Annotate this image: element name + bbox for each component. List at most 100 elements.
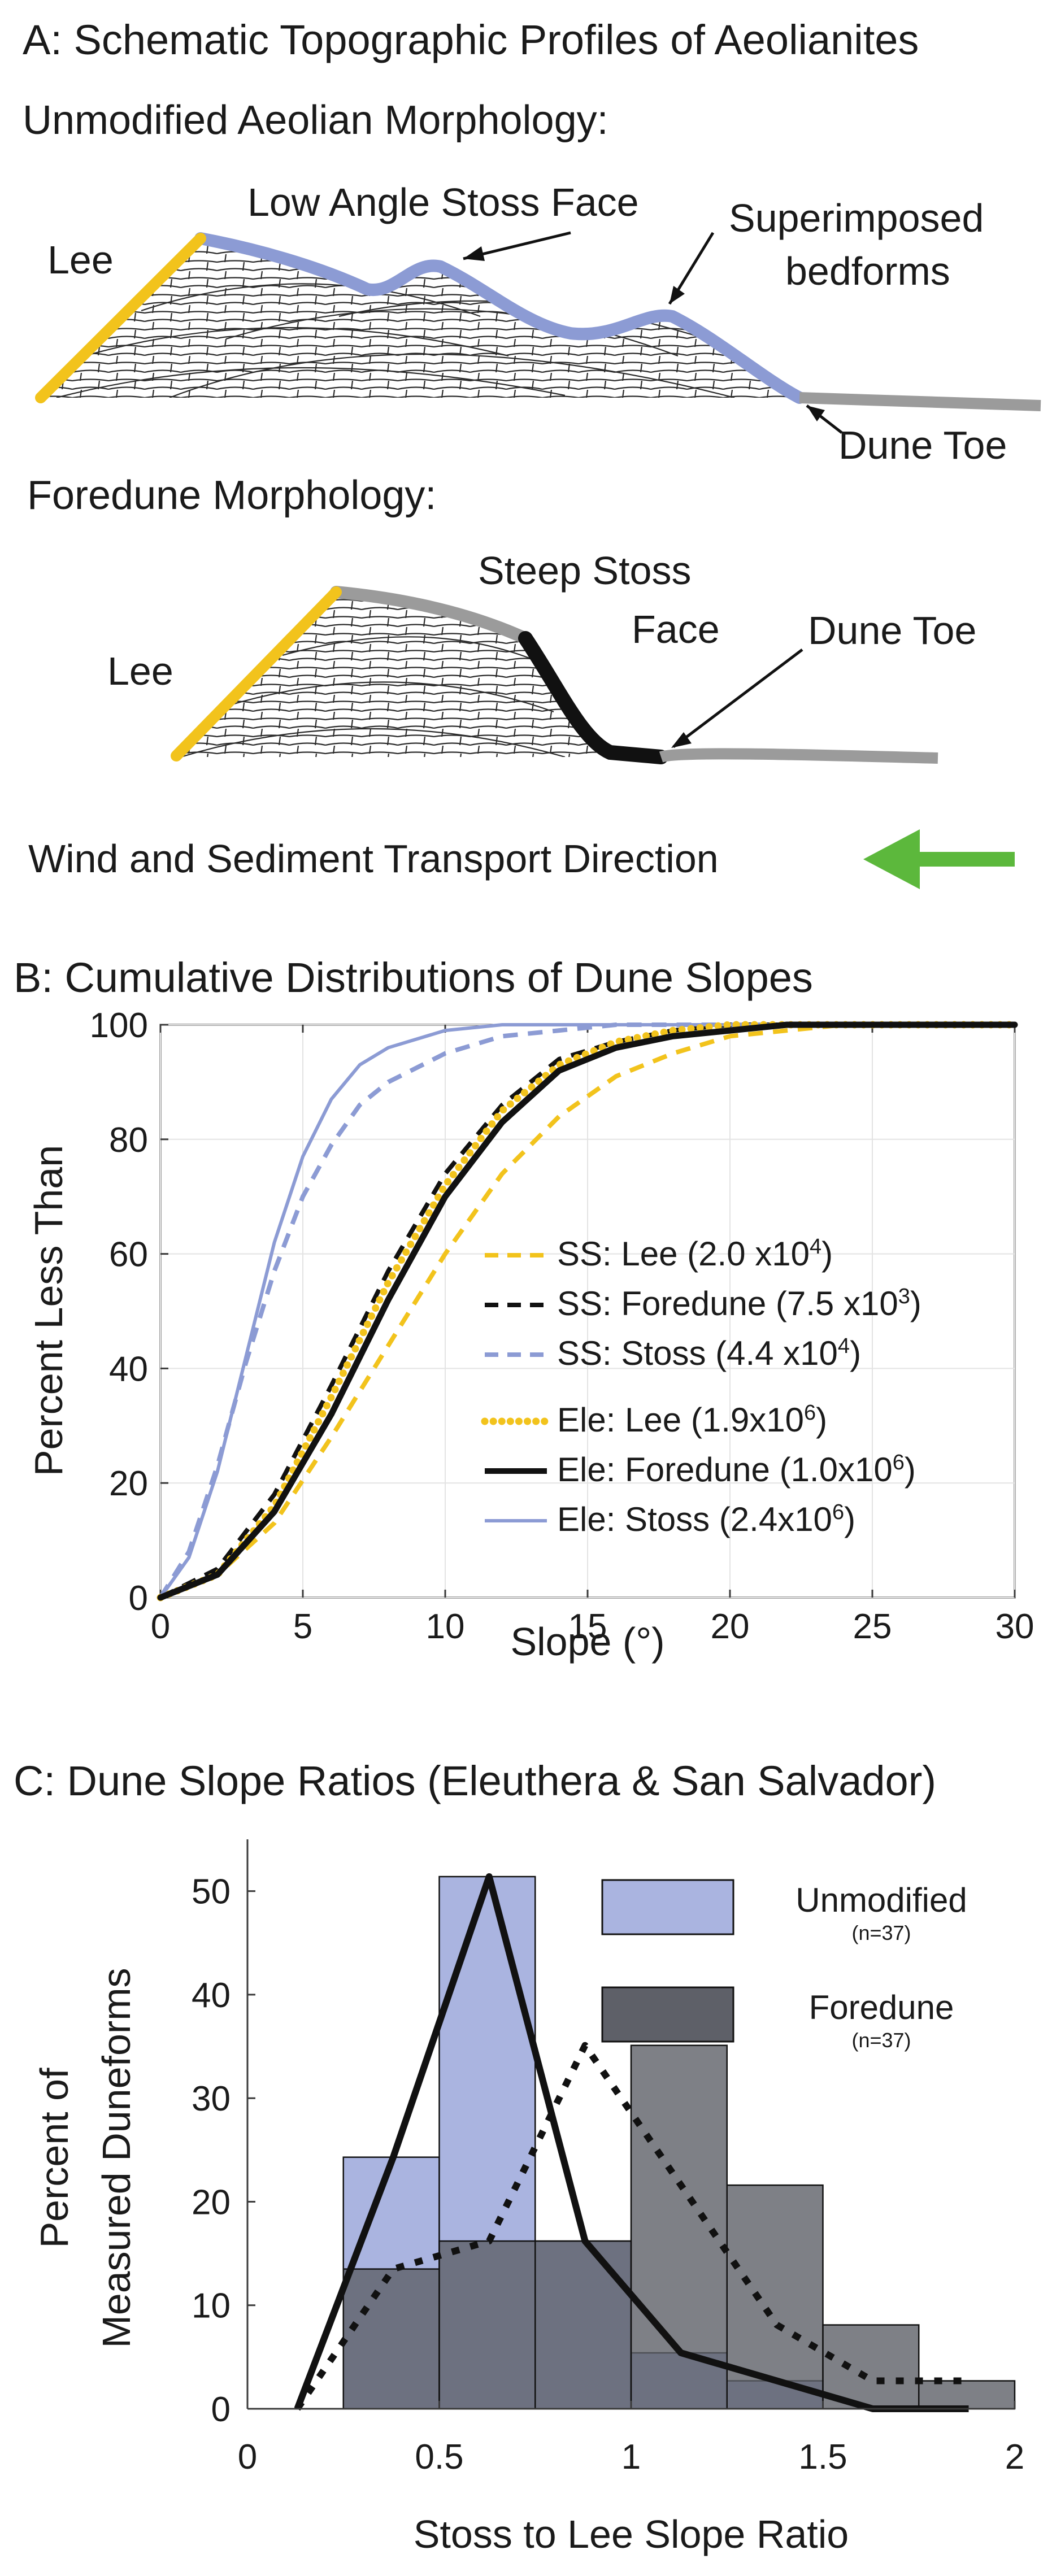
legend-paren-open: ( [678, 1235, 699, 1273]
chart-c-ytick-label: 0 [211, 2390, 231, 2429]
chart-c-xtick-label: 1 [621, 2438, 641, 2477]
chart-b-xtick-label: 20 [711, 1607, 750, 1646]
unmodified-toe-line [799, 392, 1041, 411]
legend-count-mantissa: 1.9x10 [702, 1401, 804, 1439]
legend-count-mantissa: 1.0x10 [791, 1451, 893, 1489]
chart-c-bar-foredune [342, 2268, 440, 2410]
chart-c-legend-swatch-unmodified [601, 1879, 734, 1935]
legend-paren-close: ) [821, 1235, 833, 1273]
legend-count-exponent: 3 [898, 1285, 910, 1308]
legend-paren-open: ( [766, 1285, 787, 1322]
legend-paren-open: ( [681, 1401, 702, 1439]
foredune-stoss-face [518, 631, 668, 764]
chart-c-legend-label: Unmodified [795, 1881, 967, 1919]
legend-paren-close: ) [850, 1334, 861, 1372]
chart-c-ytick-label: 50 [192, 1873, 231, 1912]
chart-b-series-ss-stoss [158, 1022, 1015, 1599]
legend-count-exponent: 4 [810, 1235, 821, 1259]
legend-paren-close: ) [816, 1401, 827, 1439]
chart-c-legend-label: Foredune [809, 1988, 954, 2026]
left-arrow-icon [863, 829, 1015, 889]
unmodified-stoss-label: Low Angle Stoss Face [247, 180, 639, 224]
legend-count-exponent: 6 [804, 1401, 816, 1425]
chart-c-ytick-label: 20 [192, 2183, 231, 2222]
chart-b-xtick-label: 15 [568, 1607, 607, 1646]
foredune-crest-gray [330, 586, 532, 645]
chart-b-xtick-label: 10 [426, 1607, 465, 1646]
chart-c-xtick-label: 0 [238, 2438, 257, 2477]
chart-b-legend-label: Ele: Foredune (1.0x106) [557, 1451, 916, 1489]
chart-c-bar-foredune [438, 2240, 536, 2410]
chart-b-ytick-label: 100 [90, 1006, 148, 1045]
legend-series-name: SS: Stoss [557, 1334, 706, 1372]
slope-cdf-chart: 0 5 10 15 20 25 30 0 20 40 60 80 100 SS: Lee (2.0 x1… [27, 1006, 1034, 1664]
chart-b-legend-label: SS: Stoss (4.4 x104) [557, 1334, 861, 1372]
bedforms-label-line2: bedforms [785, 249, 950, 293]
wind-direction-label: Wind and Sediment Transport Direction [28, 837, 719, 881]
foredune-lee-face [171, 586, 342, 762]
chart-c-xtick-label: 2 [1005, 2438, 1024, 2477]
chart-b-series-ele-foredune [157, 1021, 1018, 1601]
foredune-toe-label: Dune Toe [808, 608, 977, 652]
unmodified-lee-face [35, 233, 206, 403]
chart-c-bar-foredune [534, 2240, 632, 2410]
chart-b-ytick-label: 40 [109, 1350, 148, 1389]
chart-b-ytick-label: 80 [109, 1121, 148, 1160]
foredune-profile-diagram [171, 586, 938, 764]
legend-series-name: Ele: Lee [557, 1401, 681, 1439]
chart-b-series-ele-stoss [159, 1023, 1016, 1599]
panel-a-title: A: Schematic Topographic Profiles of Aeo… [23, 16, 919, 63]
chart-b-legend-label: SS: Foredune (7.5 x103) [557, 1285, 921, 1322]
chart-c-ylabel-line2: Measured Duneforms [94, 1968, 138, 2348]
unmodified-profile-diagram [35, 231, 1041, 434]
legend-paren-open: ( [770, 1451, 791, 1489]
chart-c-legend-count: (n=37) [851, 1921, 911, 1944]
steep-stoss-label-line2: Face [632, 607, 720, 651]
legend-series-name: SS: Lee [557, 1235, 678, 1273]
unmodified-lee-label: Lee [47, 238, 114, 282]
foredune-heading: Foredune Morphology: [27, 473, 437, 518]
bedforms-label-line1: Superimposed [729, 196, 984, 240]
chart-b-xtick-label: 5 [293, 1607, 312, 1646]
chart-c-xlabel: Stoss to Lee Slope Ratio [414, 2512, 849, 2556]
chart-c-bar-foredune [918, 2380, 1016, 2410]
legend-paren-close: ) [910, 1285, 921, 1322]
chart-b-xlabel: Slope (°) [510, 1620, 664, 1664]
chart-c-legend-swatch-foredune [601, 1986, 734, 2043]
legend-paren-open: ( [706, 1334, 727, 1372]
chart-b-xtick-label: 30 [996, 1607, 1034, 1646]
chart-c-bar-foredune [726, 2184, 824, 2410]
chart-b-ytick-label: 20 [109, 1464, 148, 1503]
chart-b-legend-label: Ele: Stoss (2.4x106) [557, 1500, 855, 1538]
chart-c-xtick-label: 0.5 [415, 2438, 463, 2477]
legend-series-name: SS: Foredune [557, 1285, 766, 1322]
chart-c-ytick-label: 30 [192, 2079, 231, 2118]
legend-count-mantissa: 7.5 x10 [787, 1285, 898, 1322]
chart-b-xtick-label: 25 [853, 1607, 892, 1646]
chart-c-ytick-label: 10 [192, 2287, 231, 2326]
chart-b-legend-label: Ele: Lee (1.9x106) [557, 1401, 827, 1439]
chart-c-line-unmodified [294, 1873, 969, 2412]
legend-paren-open: ( [710, 1500, 731, 1538]
chart-b-xtick-label: 0 [151, 1607, 170, 1646]
chart-b-legend-label: SS: Lee (2.0 x104) [557, 1235, 833, 1273]
chart-b-ylabel: Percent Less Than [27, 1145, 71, 1476]
legend-paren-close: ) [844, 1500, 855, 1538]
chart-c-ylabel-line1: Percent of [32, 2068, 76, 2248]
legend-count-mantissa: 2.4x10 [731, 1500, 832, 1538]
unmodified-stoss-face [194, 232, 806, 404]
legend-series-name: Ele: Stoss [557, 1500, 710, 1538]
legend-count-exponent: 6 [832, 1500, 844, 1524]
steep-stoss-label-line1: Steep Stoss [478, 549, 692, 593]
chart-c-ytick-label: 40 [192, 1976, 231, 2015]
legend-count-exponent: 4 [838, 1334, 850, 1358]
legend-paren-close: ) [905, 1451, 916, 1489]
unmodified-dune-body [40, 238, 799, 398]
foredune-lee-label: Lee [107, 649, 173, 693]
legend-series-name: Ele: Foredune [557, 1451, 770, 1489]
unmodified-toe-label: Dune Toe [838, 423, 1007, 467]
chart-c-bar-foredune [822, 2324, 920, 2410]
panel-b-title: B: Cumulative Distributions of Dune Slop… [14, 954, 813, 1001]
chart-b-ytick-label: 60 [109, 1235, 148, 1274]
